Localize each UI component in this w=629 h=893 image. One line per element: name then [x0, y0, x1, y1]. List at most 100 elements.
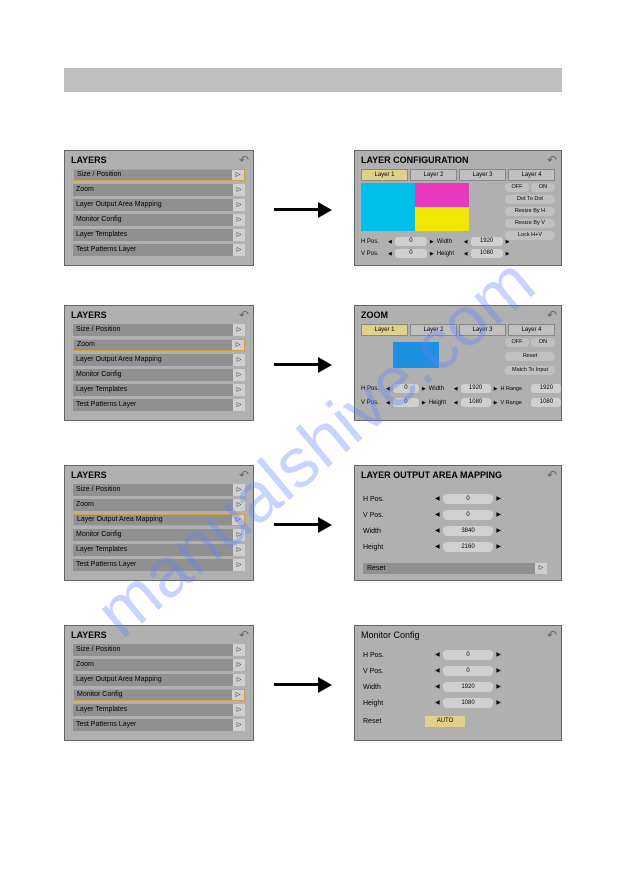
menu-layer-output[interactable]: Layer Output Area Mapping▷: [73, 354, 245, 366]
dot-to-dot-button[interactable]: Dot To Dot: [505, 195, 555, 204]
menu-label: Size / Position: [76, 326, 120, 333]
match-input-button[interactable]: Match To Input: [505, 366, 555, 375]
menu-layer-templates[interactable]: Layer Templates▷: [73, 229, 245, 241]
width-field[interactable]: 1920: [471, 237, 503, 246]
menu-zoom[interactable]: Zoom▷: [73, 499, 245, 511]
menu-zoom[interactable]: Zoom▷: [73, 184, 245, 196]
height-field[interactable]: ◀1080▶: [443, 698, 493, 708]
menu-size-position[interactable]: Size / Position▷: [73, 324, 245, 336]
menu-monitor-config[interactable]: Monitor Config▷: [73, 689, 245, 701]
layers-panel-2: LAYERS ↶ Size / Position▷ Zoom▷ Layer Ou…: [64, 305, 254, 421]
menu-label: Layer Output Area Mapping: [77, 516, 163, 523]
on-button[interactable]: ON: [531, 338, 555, 347]
on-button[interactable]: ON: [531, 183, 555, 192]
chevron-right-icon: ▷: [233, 659, 245, 671]
menu-layer-output[interactable]: Layer Output Area Mapping▷: [73, 674, 245, 686]
menu-size-position[interactable]: Size / Position▷: [73, 644, 245, 656]
h-pos-field[interactable]: 0: [395, 237, 427, 246]
menu-label: Test Patterns Layer: [76, 721, 136, 728]
menu-zoom[interactable]: Zoom▷: [73, 339, 245, 351]
menu-label: Size / Position: [76, 646, 120, 653]
menu-layer-output[interactable]: Layer Output Area Mapping▷: [73, 199, 245, 211]
v-range-field[interactable]: 1080: [531, 398, 561, 407]
panel-title: LAYERS: [65, 151, 253, 169]
monitor-config-panel: Monitor Config ↶ H Pos.◀0▶ V Pos.◀0▶ Wid…: [354, 625, 562, 741]
h-pos-label: H Pos.: [361, 386, 383, 392]
v-pos-field[interactable]: ◀0▶: [443, 666, 493, 676]
h-pos-field[interactable]: ◀0▶: [443, 650, 493, 660]
v-pos-field[interactable]: ◀0▶: [443, 510, 493, 520]
height-field[interactable]: 1080: [471, 249, 503, 258]
tab-layer-4[interactable]: Layer 4: [508, 324, 555, 336]
menu-layer-templates[interactable]: Layer Templates▷: [73, 704, 245, 716]
preview-box-2: [415, 183, 469, 207]
menu-size-position[interactable]: Size / Position▷: [73, 484, 245, 496]
back-icon[interactable]: ↶: [547, 308, 557, 322]
back-icon[interactable]: ↶: [547, 468, 557, 482]
reset-button[interactable]: Reset: [505, 352, 555, 361]
menu-size-position[interactable]: Size / Position▷: [73, 169, 245, 181]
menu-test-patterns[interactable]: Test Patterns Layer▷: [73, 399, 245, 411]
menu-label: Layer Templates: [76, 706, 127, 713]
back-icon[interactable]: ↶: [547, 153, 557, 167]
reset-label: Reset: [367, 565, 385, 572]
chevron-right-icon: ▷: [232, 690, 244, 700]
off-button[interactable]: OFF: [505, 183, 529, 192]
h-pos-field[interactable]: 0: [393, 384, 419, 393]
menu-layer-templates[interactable]: Layer Templates▷: [73, 384, 245, 396]
tab-layer-1[interactable]: Layer 1: [361, 169, 408, 181]
preview-box-3: [361, 207, 415, 231]
back-icon[interactable]: ↶: [239, 153, 249, 167]
resize-v-button[interactable]: Resize By V: [505, 219, 555, 228]
width-field[interactable]: ◀1920▶: [443, 682, 493, 692]
v-pos-label: V Pos.: [361, 400, 383, 406]
preview-box-1: [361, 183, 415, 207]
arrow-icon: [274, 675, 334, 695]
panel-title: LAYER OUTPUT AREA MAPPING: [355, 466, 561, 484]
h-range-label: H Range: [500, 386, 528, 392]
tab-layer-4[interactable]: Layer 4: [508, 169, 555, 181]
back-icon[interactable]: ↶: [547, 628, 557, 642]
row-4: LAYERS ↶ Size / Position▷ Zoom▷ Layer Ou…: [64, 625, 562, 745]
menu-label: Layer Output Area Mapping: [76, 676, 162, 683]
arrow-icon: [274, 515, 334, 535]
tab-layer-2[interactable]: Layer 2: [410, 324, 457, 336]
width-field[interactable]: 1920: [461, 384, 491, 393]
tab-layer-2[interactable]: Layer 2: [410, 169, 457, 181]
chevron-right-icon: ▷: [233, 199, 245, 211]
menu-label: Monitor Config: [76, 371, 122, 378]
h-pos-field[interactable]: ◀0▶: [443, 494, 493, 504]
v-pos-field[interactable]: 0: [393, 398, 419, 407]
back-icon[interactable]: ↶: [239, 308, 249, 322]
preview-box: [393, 342, 439, 368]
reset-button[interactable]: Reset ▷: [363, 563, 547, 574]
menu-zoom[interactable]: Zoom▷: [73, 659, 245, 671]
menu-layer-templates[interactable]: Layer Templates▷: [73, 544, 245, 556]
menu-monitor-config[interactable]: Monitor Config▷: [73, 214, 245, 226]
menu-monitor-config[interactable]: Monitor Config▷: [73, 369, 245, 381]
height-field[interactable]: ◀2160▶: [443, 542, 493, 552]
off-button[interactable]: OFF: [505, 338, 529, 347]
menu-monitor-config[interactable]: Monitor Config▷: [73, 529, 245, 541]
auto-button[interactable]: AUTO: [425, 716, 465, 727]
chevron-right-icon: ▷: [232, 515, 244, 525]
height-field[interactable]: 1080: [461, 398, 491, 407]
menu-layer-output[interactable]: Layer Output Area Mapping ▷: [73, 514, 245, 526]
tab-layer-3[interactable]: Layer 3: [459, 169, 506, 181]
tab-layer-1[interactable]: Layer 1: [361, 324, 408, 336]
menu-test-patterns[interactable]: Test Patterns Layer▷: [73, 559, 245, 571]
h-range-field[interactable]: 1920: [531, 384, 561, 393]
row-2: LAYERS ↶ Size / Position▷ Zoom▷ Layer Ou…: [64, 305, 562, 425]
menu-test-patterns[interactable]: Test Patterns Layer▷: [73, 244, 245, 256]
back-icon[interactable]: ↶: [239, 468, 249, 482]
lock-hv-button[interactable]: Lock H+V: [505, 231, 555, 240]
h-pos-label: H Pos.: [363, 496, 401, 503]
resize-h-button[interactable]: Resize By H: [505, 207, 555, 216]
chevron-right-icon: ▷: [535, 563, 547, 574]
back-icon[interactable]: ↶: [239, 628, 249, 642]
v-pos-field[interactable]: 0: [395, 249, 427, 258]
width-field[interactable]: ◀3840▶: [443, 526, 493, 536]
menu-test-patterns[interactable]: Test Patterns Layer▷: [73, 719, 245, 731]
menu-label: Layer Templates: [76, 386, 127, 393]
tab-layer-3[interactable]: Layer 3: [459, 324, 506, 336]
